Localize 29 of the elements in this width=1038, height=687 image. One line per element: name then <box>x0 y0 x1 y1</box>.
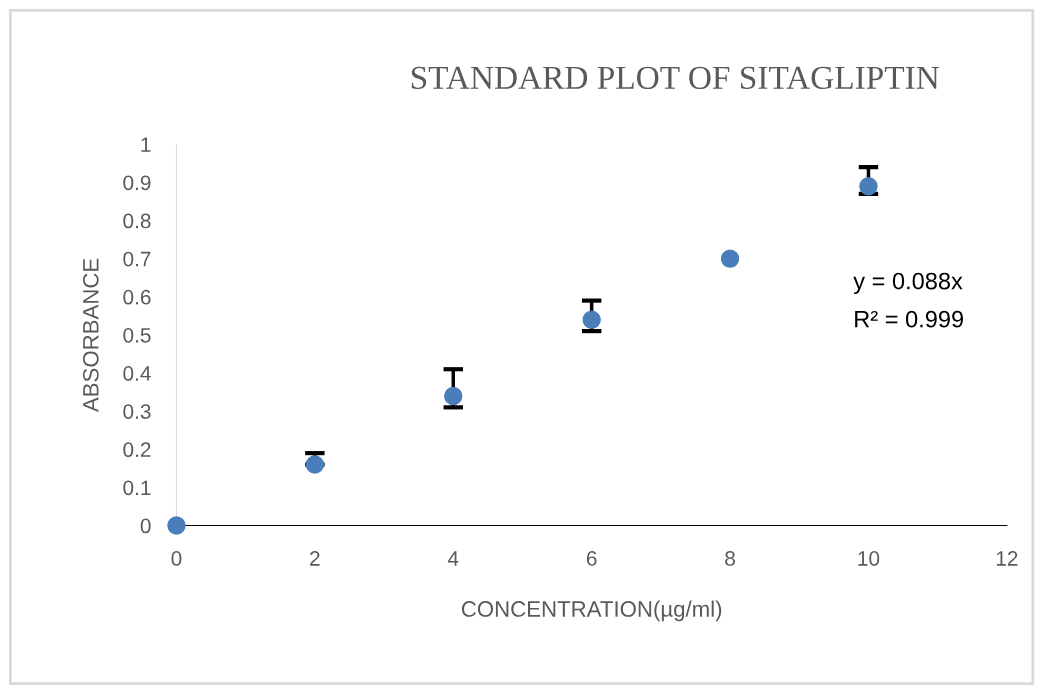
annotation: y = 0.088x <box>853 272 963 295</box>
x-tick-label: 6 <box>586 551 597 566</box>
annotation: R² = 0.999 <box>855 310 964 328</box>
y-tick-label: 0.6 <box>123 289 151 305</box>
y-tick-label: 0.2 <box>123 442 151 458</box>
point <box>720 249 740 268</box>
x-tick-label: 2 <box>310 551 320 566</box>
y-tick-label: 0.3 <box>123 404 151 419</box>
x-tick-label: 4 <box>447 551 459 566</box>
y-tick-label: 1 <box>141 137 151 152</box>
point <box>859 177 878 196</box>
y-tick-label: 0.5 <box>123 327 151 343</box>
x-axis-title: CONCENTRATION(µg/ml) <box>461 600 722 622</box>
y-tick-label: 0.8 <box>123 213 151 229</box>
y-tick-label: 0.1 <box>123 480 151 496</box>
point <box>167 516 186 535</box>
point <box>305 455 325 474</box>
chart-title: STANDARD PLOT OF SITAGLIPTIN <box>411 66 940 90</box>
y-tick-label: 0.9 <box>123 175 151 191</box>
y-tick-label: 0.7 <box>123 251 151 267</box>
x-tick-label: 8 <box>725 551 735 566</box>
x-tick-label: 10 <box>858 551 880 566</box>
point <box>582 310 601 329</box>
y-tick-label: 0.4 <box>123 366 151 381</box>
x-tick-label: 0 <box>171 551 182 566</box>
y-tick-label: 0 <box>140 518 151 534</box>
x-tick-label: 12 <box>996 551 1018 566</box>
y-axis-title: ABSORBANCE <box>82 258 99 413</box>
point <box>444 386 463 406</box>
